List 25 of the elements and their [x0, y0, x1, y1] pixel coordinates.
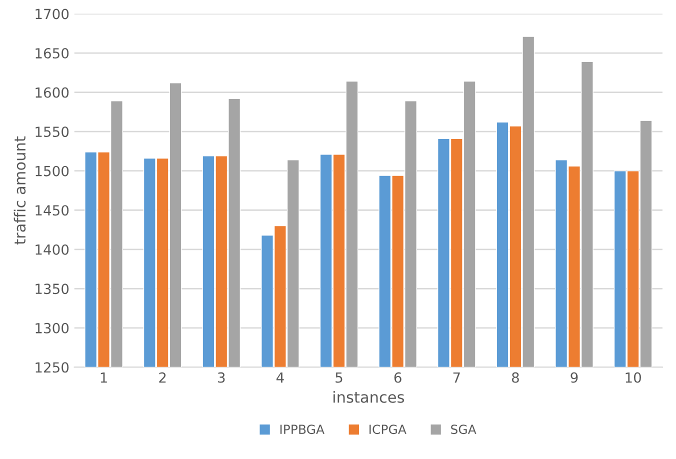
x-tick-label: 1: [100, 372, 107, 383]
x-tick-label: 9: [570, 372, 578, 383]
legend-label: SGA: [451, 424, 476, 434]
y-tick-label: 1400: [36, 244, 69, 255]
legend-label: ICPGA: [370, 424, 406, 434]
x-tick-label: 6: [394, 372, 402, 383]
x-tick-label: 4: [276, 372, 284, 383]
x-tick-label: 2: [159, 372, 166, 383]
x-tick-label: 7: [453, 372, 460, 383]
y-tick-label: 1300: [36, 322, 69, 334]
x-tick-label: 8: [512, 372, 519, 383]
x-tick-label: 10: [626, 372, 641, 383]
y-tick-label: 1250: [36, 362, 69, 373]
y-tick-label: 1450: [36, 205, 69, 216]
x-axis-title: instances: [334, 391, 404, 403]
y-tick-label: 1500: [36, 166, 69, 176]
y-tick-label: 1600: [36, 87, 69, 98]
y-tick-label: 1550: [36, 126, 69, 138]
y-axis-title: traffic amount: [14, 136, 26, 244]
y-tick-label: 1350: [36, 284, 69, 294]
y-tick-label: 1650: [36, 48, 69, 59]
y-tick-label: 1700: [36, 8, 69, 20]
x-tick-label: 5: [336, 372, 342, 383]
x-tick-label: 3: [218, 372, 225, 383]
legend-label: IPPBGA: [280, 424, 324, 434]
